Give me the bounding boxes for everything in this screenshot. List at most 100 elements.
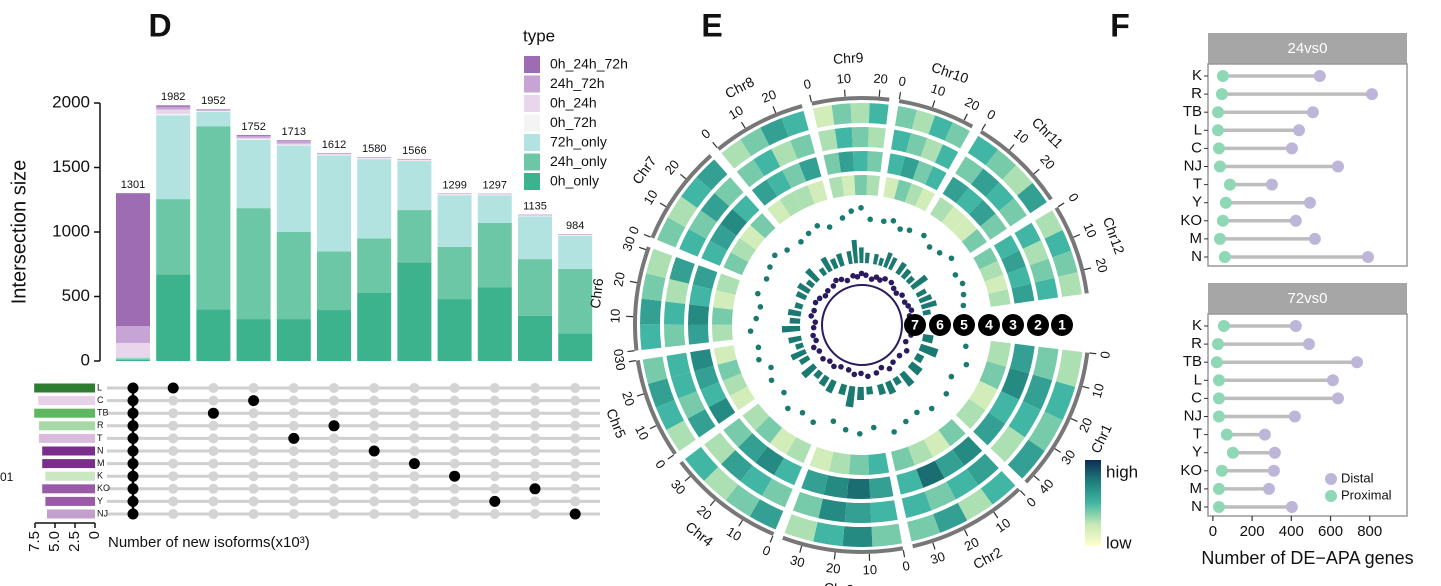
scatter-point — [831, 363, 837, 370]
histogram-bar — [805, 267, 820, 283]
matrix-dot — [127, 458, 139, 470]
histogram-bar — [845, 385, 856, 408]
matrix-empty-dot — [329, 446, 339, 456]
scatter-point — [851, 371, 858, 378]
matrix-dot — [248, 395, 260, 407]
heatmap-cell — [666, 352, 691, 378]
heatmap-cell — [911, 109, 936, 135]
matrix-empty-dot — [409, 408, 420, 419]
matrix-empty-dot — [248, 509, 259, 519]
histogram-bar — [877, 383, 887, 396]
category-label: C — [1191, 389, 1202, 406]
heatmap-cell — [812, 105, 835, 129]
matrix-empty-dot — [449, 509, 460, 519]
chromosome-tick — [993, 511, 999, 519]
heatmap-cell — [664, 301, 686, 325]
matrix-empty-dot — [248, 496, 259, 507]
facet-header — [1208, 283, 1407, 314]
scatter-point — [839, 215, 846, 221]
histogram-bar — [851, 239, 859, 264]
facet-title: 24vs0 — [1287, 40, 1327, 57]
scatter-point — [890, 218, 897, 224]
heatmap-cell — [716, 273, 740, 295]
bar-segment — [276, 144, 311, 146]
legend-label: 0h_72h — [550, 114, 597, 130]
lollipop-dot — [1211, 106, 1224, 119]
heatmap-cell — [868, 103, 889, 125]
chromosome-tick — [963, 113, 968, 121]
lollipop-dot — [1285, 501, 1298, 513]
matrix-dot — [127, 508, 139, 520]
matrix-empty-dot — [168, 458, 179, 469]
lollipop-dot — [1212, 142, 1225, 155]
chromosome-tick — [659, 202, 667, 208]
set-tick-label: 7.5 — [26, 531, 43, 552]
scatter-point — [838, 364, 844, 370]
heatmap-cell — [766, 170, 792, 197]
scatter-point — [960, 302, 967, 309]
lollipop-dot — [1351, 356, 1364, 369]
heatmap-cell — [793, 185, 815, 210]
lollipop-dot — [1215, 464, 1228, 477]
scatter-point — [822, 292, 829, 299]
matrix-dot — [328, 420, 340, 432]
matrix-empty-dot — [208, 509, 219, 519]
bar-total-label: 984 — [566, 220, 584, 232]
set-size-bar — [42, 446, 95, 456]
lollipop-dot — [1212, 410, 1225, 423]
heatmap-cell — [894, 179, 912, 203]
matrix-empty-dot — [329, 483, 339, 494]
y-axis-label: Intersection size — [8, 160, 30, 305]
heatmap-cell — [736, 159, 765, 188]
histogram-bar — [895, 261, 907, 276]
bar-segment — [477, 222, 512, 288]
matrix-empty-dot — [570, 433, 581, 444]
track-label: 7 — [911, 317, 919, 333]
scatter-point — [905, 303, 912, 309]
heatmap-cell — [969, 380, 998, 411]
chromosome-tick — [843, 89, 846, 97]
heatmap-cell — [813, 522, 845, 547]
lollipop-dot — [1313, 70, 1326, 82]
matrix-dot — [529, 483, 541, 495]
bar-segment — [397, 159, 432, 160]
chromosome-name: Chr11 — [1029, 114, 1067, 151]
scatter-point — [820, 355, 826, 362]
scatter-point — [768, 364, 774, 371]
heatmap-cell — [738, 433, 768, 463]
heatmap-cell — [790, 134, 816, 160]
category-label: R — [1191, 85, 1202, 102]
y-tick-label: 1000 — [52, 221, 90, 240]
histogram-bar — [818, 374, 830, 387]
heatmap-cell — [720, 208, 748, 236]
heatmap-cell — [655, 399, 684, 430]
matrix-empty-dot — [570, 446, 581, 456]
histogram-bar — [787, 308, 802, 317]
heatmap-cell — [687, 409, 716, 438]
lollipop-dot — [1268, 446, 1281, 459]
heatmap-cell — [928, 115, 953, 141]
track-label-bg — [904, 314, 926, 336]
bar-segment — [397, 160, 432, 162]
matrix-empty-dot — [449, 446, 460, 456]
matrix-empty-dot — [168, 408, 179, 419]
chromosome-tick-label: 0 — [1097, 350, 1113, 359]
matrix-empty-dot — [168, 496, 179, 507]
matrix-empty-dot — [248, 483, 259, 494]
histogram-bar — [859, 247, 864, 264]
matrix-empty-dot — [449, 496, 460, 507]
chromosome-tick — [769, 535, 774, 543]
heatmap-cell — [749, 499, 784, 530]
heatmap-cell — [798, 157, 822, 182]
matrix-empty-dot — [489, 395, 500, 406]
heatmap-cell — [900, 156, 920, 180]
scatter-point — [826, 224, 833, 230]
legend-swatch — [524, 134, 540, 151]
heatmap-cell — [664, 324, 686, 348]
scatter-point — [908, 307, 915, 314]
legend-swatch — [524, 56, 540, 73]
heatmap-cell — [915, 188, 935, 212]
scatter-point — [767, 264, 773, 270]
heatmap-cell — [831, 103, 852, 125]
matrix-empty-dot — [570, 395, 581, 406]
